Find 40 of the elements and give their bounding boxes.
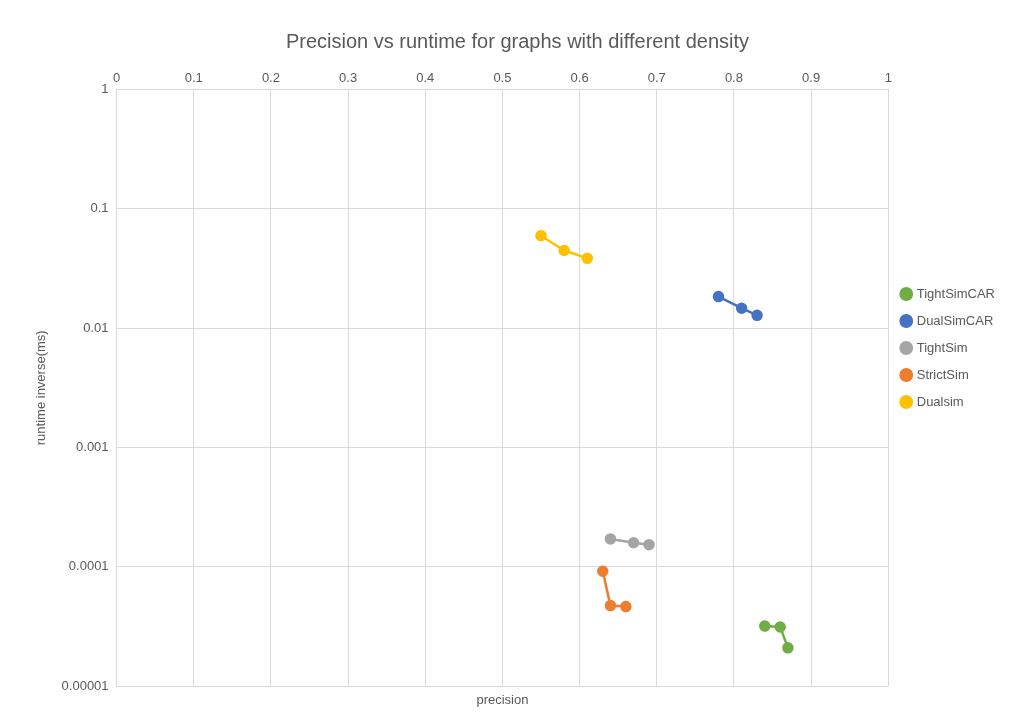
y-axis-title: runtime inverse(ms) xyxy=(33,330,49,446)
point xyxy=(535,229,547,242)
legend-label: DualSimCAR xyxy=(916,312,994,328)
x-axis-title: precision xyxy=(476,692,529,708)
y-tick-label: 0.1 xyxy=(90,200,109,216)
point xyxy=(558,244,570,257)
x-tick-label: 0.7 xyxy=(647,70,666,86)
y-tick-label: 0.001 xyxy=(76,439,109,455)
point xyxy=(596,565,609,577)
point xyxy=(581,252,594,265)
y-tick-label: 0.01 xyxy=(83,319,109,335)
legend-label: Dualsim xyxy=(916,393,964,409)
point xyxy=(643,538,655,551)
x-tick-label: 0.4 xyxy=(416,70,435,86)
x-tick-label: 0.3 xyxy=(339,70,358,86)
point xyxy=(759,620,771,632)
chart-title: Precision vs runtime for graphs with different density xyxy=(285,29,750,52)
y-tick-label: 1 xyxy=(101,81,109,97)
x-tick-label: 0.8 xyxy=(724,70,743,86)
legend-label: StrictSim xyxy=(916,366,969,382)
y-tick-label: 0.00001 xyxy=(61,677,109,693)
point xyxy=(604,533,617,545)
point xyxy=(627,536,640,549)
legend-label: TightSim xyxy=(916,339,968,355)
x-tick-label: 0.9 xyxy=(802,70,821,86)
point xyxy=(735,302,748,314)
legend-label: TightSimCAR xyxy=(916,285,996,301)
point xyxy=(604,599,617,612)
x-tick-label: 0 xyxy=(112,70,121,86)
x-tick-label: 0.6 xyxy=(570,70,589,86)
x-tick-label: 0.2 xyxy=(261,70,280,86)
y-tick-label: 0.0001 xyxy=(68,558,109,574)
x-tick-label: 1 xyxy=(884,70,892,86)
point xyxy=(620,600,632,613)
point xyxy=(782,642,794,654)
x-tick-label: 0.1 xyxy=(184,70,203,86)
point xyxy=(712,290,725,303)
x-tick-label: 0.5 xyxy=(493,70,512,86)
point xyxy=(751,309,763,322)
point xyxy=(774,621,786,633)
